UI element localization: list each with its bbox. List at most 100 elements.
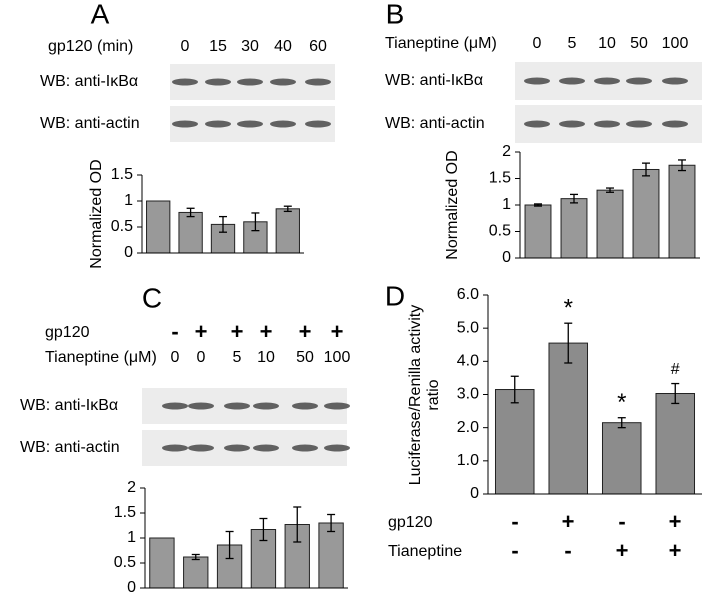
blot-band <box>594 120 620 128</box>
blot-band <box>205 78 231 86</box>
blot-label: WB: anti-actin <box>40 115 140 132</box>
bar <box>178 211 203 254</box>
blot-band <box>270 78 296 86</box>
blot-band <box>205 120 231 128</box>
condition-value: + <box>669 509 682 534</box>
condition-value: 10 <box>257 349 275 366</box>
blot-band <box>237 78 263 86</box>
blot-band <box>253 402 279 410</box>
condition-value: 10 <box>598 35 616 52</box>
condition-value: 40 <box>274 38 292 55</box>
condition-value: 50 <box>296 349 314 366</box>
blot-band <box>305 120 331 128</box>
y-tick-label: 1.5 <box>111 166 133 183</box>
condition-value: 30 <box>241 38 259 55</box>
blot-band <box>559 77 585 85</box>
blot-band <box>188 402 214 410</box>
blot-band <box>172 78 198 86</box>
y-tick-label: 0 <box>502 249 511 266</box>
condition-value: + <box>260 319 273 344</box>
blot-band <box>524 77 550 85</box>
blot-label: WB: anti-actin <box>385 115 485 132</box>
y-tick-label: 1 <box>502 196 511 213</box>
condition-value: 60 <box>309 38 327 55</box>
blot-label: WB: anti-IκBα <box>385 72 483 89</box>
condition-value: - <box>618 509 625 534</box>
condition-label: gp120 (min) <box>48 38 133 55</box>
bar <box>632 168 660 259</box>
condition-value: 0 <box>181 38 190 55</box>
y-axis-label: Normalized OD <box>444 150 461 260</box>
blot-label: WB: anti-IκBα <box>20 397 118 414</box>
blot-band <box>237 120 263 128</box>
blot-band <box>626 77 652 85</box>
condition-label: Tianeptine (μM) <box>45 349 157 366</box>
condition-value: 5 <box>233 349 242 366</box>
blot-label: WB: anti-actin <box>20 439 120 456</box>
panel-label: D <box>385 280 405 311</box>
y-tick-label: 6.0 <box>457 286 479 303</box>
bar <box>548 342 589 495</box>
y-tick-label: 0.5 <box>114 554 136 571</box>
bar <box>560 198 588 259</box>
significance-mark: * <box>617 389 626 416</box>
blot-band <box>559 120 585 128</box>
bar <box>149 537 175 589</box>
blot-band <box>224 402 250 410</box>
y-tick-label: 5.0 <box>457 319 479 336</box>
condition-label: Tianeptine <box>388 543 462 560</box>
condition-value: + <box>616 538 629 563</box>
y-tick-label: 2.0 <box>457 419 479 436</box>
blot-band <box>162 444 188 452</box>
bar <box>601 422 642 495</box>
condition-label: Tianeptine (μM) <box>385 35 497 52</box>
y-tick-label: 1.0 <box>457 452 479 469</box>
y-tick-label: 4.0 <box>457 353 479 370</box>
bar <box>524 204 552 259</box>
condition-label: gp120 <box>388 514 433 531</box>
y-tick-label: 0 <box>127 579 136 592</box>
y-tick-label: 2 <box>127 479 136 496</box>
condition-value: - <box>171 319 178 344</box>
y-tick-label: 3.0 <box>457 386 479 403</box>
blot-band <box>253 444 279 452</box>
bar <box>275 208 300 254</box>
y-tick-label: 1.5 <box>114 504 136 521</box>
condition-value: + <box>299 319 312 344</box>
condition-value: 0 <box>171 349 180 366</box>
condition-value: 5 <box>568 35 577 52</box>
bar <box>596 189 624 259</box>
condition-label: gp120 <box>45 324 90 341</box>
blot-band <box>594 77 620 85</box>
bar <box>494 389 535 495</box>
condition-value: - <box>511 509 518 534</box>
condition-value: + <box>195 319 208 344</box>
panel-label: C <box>142 282 162 313</box>
blot-band <box>662 77 688 85</box>
condition-value: 15 <box>209 38 227 55</box>
bar <box>668 164 696 259</box>
blot-band <box>524 120 550 128</box>
panel-label: B <box>386 0 405 29</box>
blot-band <box>292 444 318 452</box>
condition-value: 0 <box>533 35 542 52</box>
blot-label: WB: anti-IκBα <box>40 73 138 90</box>
condition-value: 0 <box>197 349 206 366</box>
condition-value: + <box>669 538 682 563</box>
condition-value: 50 <box>630 35 648 52</box>
blot-band <box>305 78 331 86</box>
y-tick-label: 0.5 <box>489 223 511 240</box>
blot-band <box>224 444 250 452</box>
blot-band <box>162 402 188 410</box>
blot-band <box>292 402 318 410</box>
bar <box>655 393 696 495</box>
bar <box>318 522 344 589</box>
condition-value: 100 <box>324 349 351 366</box>
blot-band <box>324 402 350 410</box>
blot-band <box>270 120 296 128</box>
blot-band <box>324 444 350 452</box>
panel-label: A <box>91 0 110 29</box>
y-tick-label: 0.5 <box>111 218 133 235</box>
